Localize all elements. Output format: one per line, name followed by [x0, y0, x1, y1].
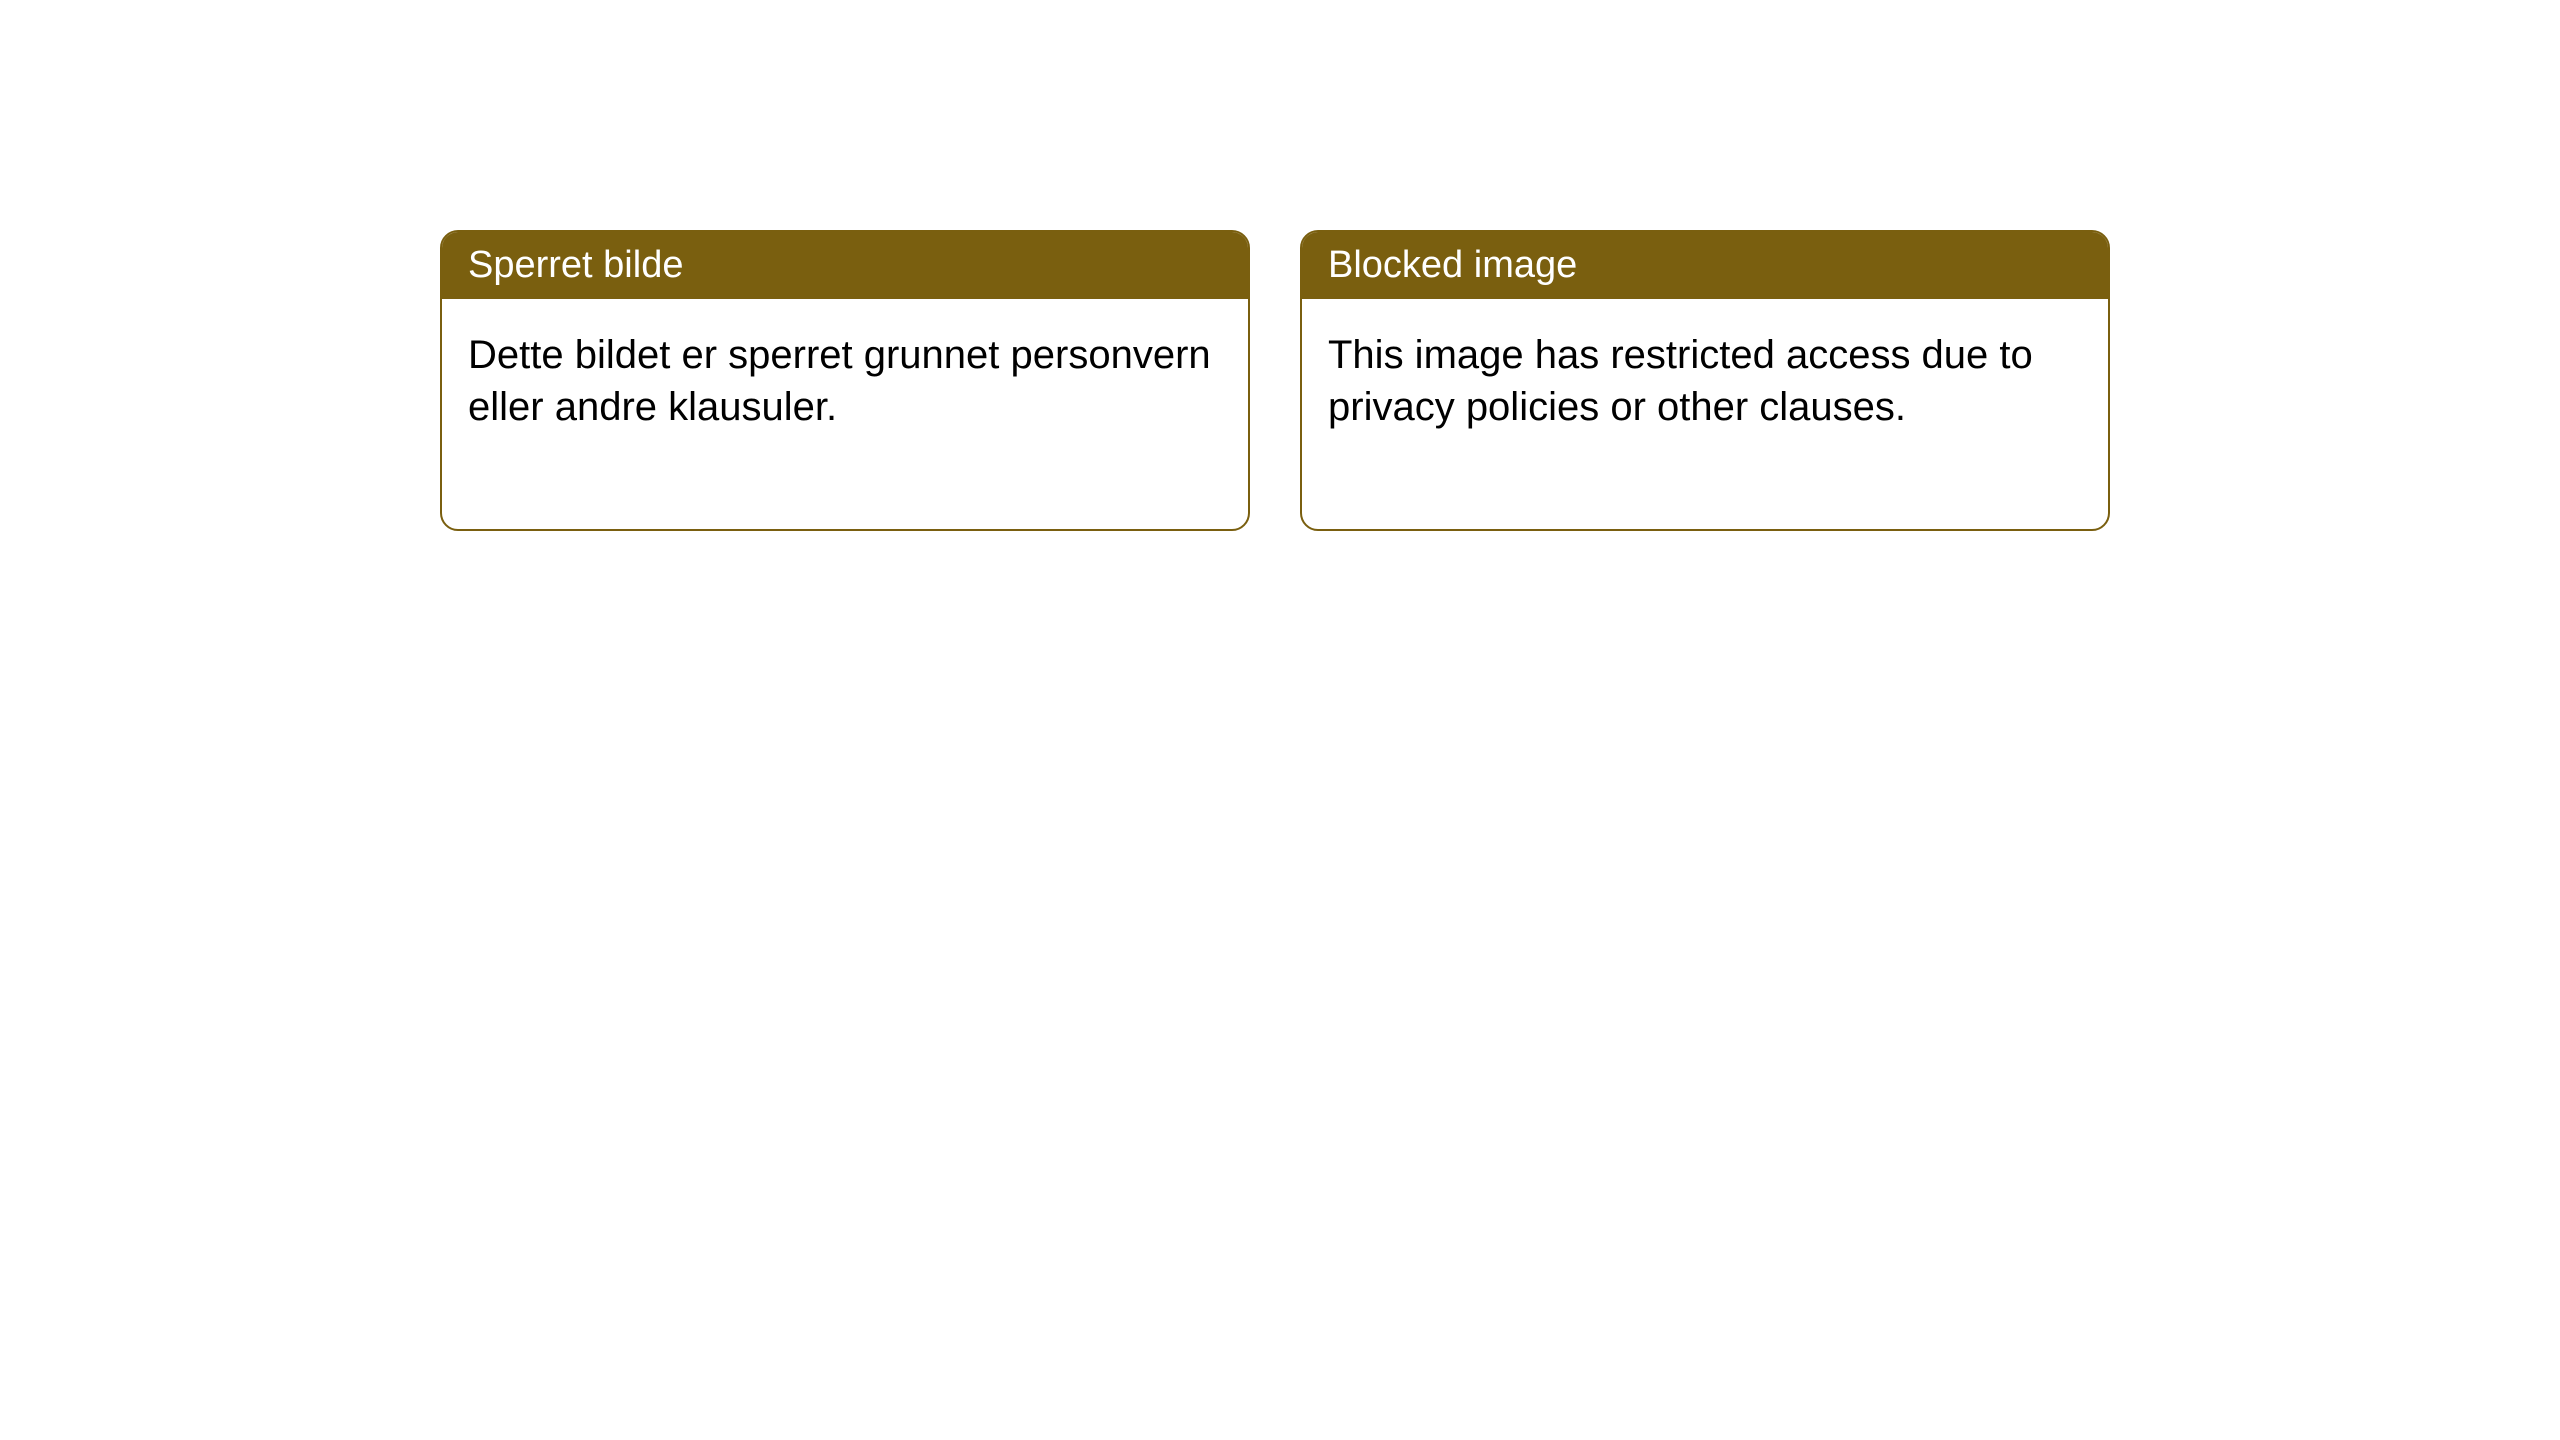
- notice-body-norwegian: Dette bildet er sperret grunnet personve…: [442, 299, 1248, 529]
- notice-title-english: Blocked image: [1328, 244, 1577, 286]
- notice-card-english: Blocked image This image has restricted …: [1300, 230, 2110, 531]
- notice-header-norwegian: Sperret bilde: [442, 232, 1248, 299]
- notice-body-english: This image has restricted access due to …: [1302, 299, 2108, 529]
- notice-title-norwegian: Sperret bilde: [468, 244, 683, 286]
- notice-text-norwegian: Dette bildet er sperret grunnet personve…: [468, 333, 1211, 429]
- notice-card-norwegian: Sperret bilde Dette bildet er sperret gr…: [440, 230, 1250, 531]
- notice-text-english: This image has restricted access due to …: [1328, 333, 2033, 429]
- notice-container: Sperret bilde Dette bildet er sperret gr…: [0, 0, 2560, 531]
- notice-header-english: Blocked image: [1302, 232, 2108, 299]
